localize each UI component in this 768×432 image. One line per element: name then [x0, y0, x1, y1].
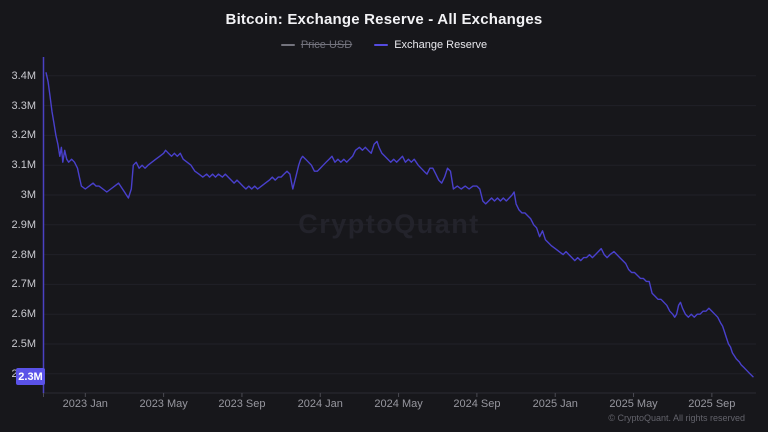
x-axis-label: 2025 May	[609, 398, 658, 410]
last-value-badge: 2.3M	[16, 368, 45, 386]
y-axis-label: 3.3M	[11, 99, 36, 112]
legend-line-marker-icon	[280, 44, 295, 46]
y-axis-label: 2.6M	[11, 308, 36, 321]
y-axis-label: 2.7M	[11, 278, 36, 291]
y-axis-label: 2.8M	[11, 248, 36, 261]
exchange-reserve-line	[45, 72, 754, 378]
legend-item-exchange-reserve[interactable]: Exchange Reserve	[374, 39, 487, 51]
x-axis-label: 2024 Jan	[297, 398, 343, 410]
x-axis-label: 2024 May	[374, 398, 423, 410]
y-axis-label: 3M	[20, 189, 36, 201]
y-axis-label: 3.4M	[11, 69, 36, 82]
x-axis-label: 2023 Jan	[62, 398, 108, 410]
x-axis-label: 2023 Sep	[218, 398, 266, 410]
x-axis-label: 2024 Sep	[453, 398, 501, 410]
legend-line-marker-icon	[374, 44, 389, 46]
copyright-text: © CryptoQuant. All rights reserved	[608, 413, 745, 423]
legend-label: Price USD	[300, 39, 353, 51]
x-axis-label: 2023 May	[139, 398, 188, 410]
legend-label: Exchange Reserve	[394, 39, 488, 51]
y-axis-label: 2.9M	[11, 218, 36, 231]
legend-item-price-usd[interactable]: Price USD	[280, 39, 353, 51]
chart-title: Bitcoin: Exchange Reserve - All Exchange…	[225, 11, 543, 28]
y-axis-label: 3.2M	[11, 129, 36, 142]
watermark-logo: CryptoQuant	[298, 209, 480, 239]
y-axis-label: 3.1M	[11, 159, 36, 172]
x-axis-label: 2025 Sep	[688, 398, 736, 410]
chart-legend: Price USD Exchange Reserve	[0, 39, 768, 51]
x-axis-label: 2025 Jan	[532, 398, 578, 410]
y-axis-label: 2.5M	[11, 338, 36, 350]
